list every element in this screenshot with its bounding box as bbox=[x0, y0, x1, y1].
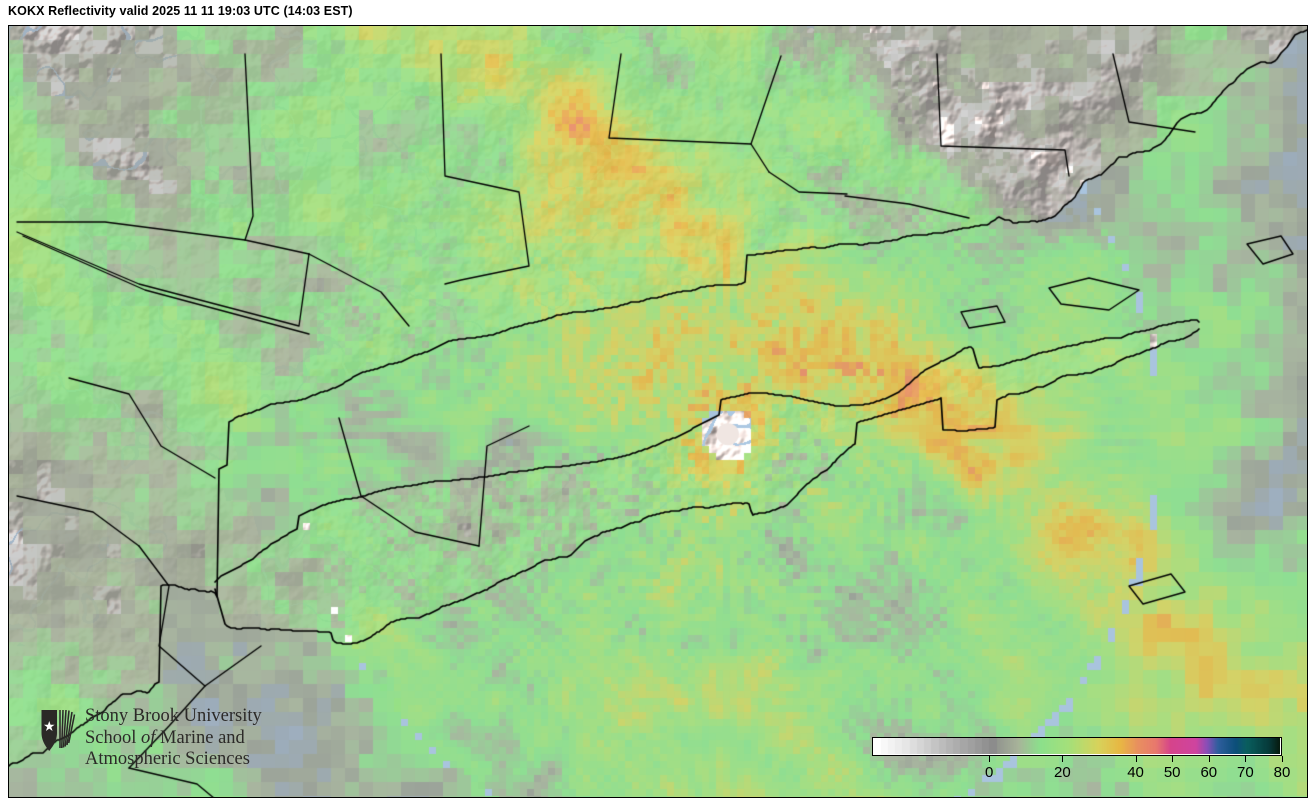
map-frame[interactable] bbox=[8, 25, 1308, 798]
colorbar-tick bbox=[1172, 756, 1174, 762]
colorbar-tick-label-70: 70 bbox=[1237, 764, 1254, 781]
colorbar-tick bbox=[1282, 756, 1283, 762]
colorbar-bar[interactable] bbox=[872, 737, 1282, 756]
colorbar-gradient bbox=[873, 738, 1280, 754]
colorbar-tick-label-0: 0 bbox=[984, 764, 994, 781]
colorbar-tick-label-20: 20 bbox=[1054, 764, 1071, 781]
colorbar-tick-label-40: 40 bbox=[1127, 764, 1144, 781]
colorbar-tick bbox=[1135, 756, 1137, 762]
colorbar-tick-label-60: 60 bbox=[1200, 764, 1218, 781]
colorbar-tick-labels: 0 20 40 50 60 70 80 bbox=[872, 764, 1290, 784]
colorbar-tick-label-80: 80 bbox=[1273, 764, 1291, 781]
colorbar-tick bbox=[1245, 756, 1247, 762]
colorbar-tick bbox=[1208, 756, 1210, 762]
radar-map-canvas[interactable] bbox=[9, 26, 1307, 797]
colorbar-tick-label-50: 50 bbox=[1163, 764, 1181, 781]
colorbar-tick bbox=[1062, 756, 1064, 762]
colorbar-tick bbox=[989, 756, 991, 762]
colorbar[interactable]: 0 20 40 50 60 70 80 bbox=[872, 737, 1290, 784]
colorbar-ticks bbox=[872, 756, 1283, 764]
page-title: KOKX Reflectivity valid 2025 11 11 19:03… bbox=[8, 4, 353, 18]
